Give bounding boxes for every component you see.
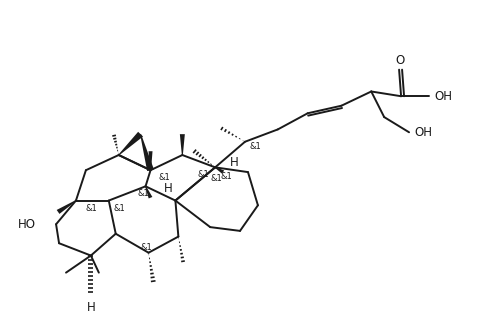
Text: H: H [230,156,239,169]
Polygon shape [57,200,76,214]
Text: &1: &1 [138,189,149,198]
Text: &1: &1 [114,204,125,213]
Text: &1: &1 [250,142,261,151]
Polygon shape [145,186,153,198]
Polygon shape [180,134,185,155]
Text: &1: &1 [86,204,98,213]
Polygon shape [149,151,153,170]
Text: H: H [163,182,172,195]
Text: &1: &1 [220,172,232,181]
Polygon shape [215,167,224,174]
Polygon shape [119,132,143,155]
Text: &1: &1 [158,173,170,182]
Text: O: O [396,54,405,67]
Text: OH: OH [434,90,452,103]
Text: &1: &1 [140,243,152,252]
Text: &1: &1 [197,171,209,179]
Polygon shape [140,134,154,171]
Text: OH: OH [414,126,432,139]
Text: HO: HO [18,218,36,231]
Text: &1: &1 [210,174,222,183]
Text: H: H [87,301,95,314]
